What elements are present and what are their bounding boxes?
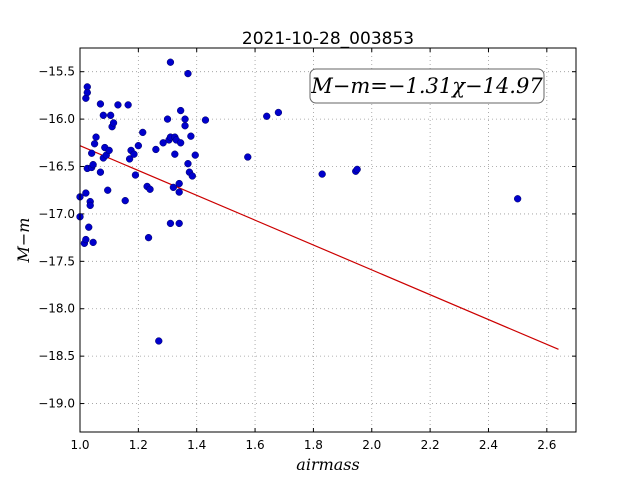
data-point [175,188,183,196]
data-point [318,170,326,178]
annotation-frame [309,68,545,104]
data-point [82,235,90,244]
x-tick-label: 1.8 [304,438,323,452]
data-point [274,108,283,117]
x-tick-label: 2.4 [479,438,498,452]
data-point [177,139,185,147]
tick-labels: 1.0 1.2 1.4 1.6 1.8 2.0 2.2 2.4 2.6 −15.5 −16.0 −16… [38,65,556,452]
data-point [131,171,140,179]
fit-line-group [79,145,559,350]
y-tick-label: −19.0 [38,397,75,411]
data-point [114,101,122,109]
data-point [244,153,252,161]
chart-title: 2021-10-28_003853 [242,29,414,49]
data-point [125,155,134,163]
x-tick-label: 1.2 [129,438,148,452]
data-point [89,160,97,169]
data-point [146,185,154,193]
data-point [121,197,129,205]
data-point [263,112,271,120]
data-point [109,119,118,127]
fit-equation: M−m=−1.31χ−14.97 [310,74,543,98]
data-point [181,115,189,123]
data-point [106,111,115,119]
data-point [130,150,138,158]
x-tick-label: 1.6 [246,438,265,452]
data-point [175,179,183,188]
data-point [169,183,178,192]
data-point [177,106,185,115]
x-tick-label: 2.6 [537,438,556,452]
data-point [139,128,147,137]
plot-frame [79,47,577,433]
x-tick-label: 1.0 [70,438,89,452]
y-tick-label: −17.5 [38,254,75,268]
data-point [90,140,99,148]
x-axis-label: airmass [296,455,359,474]
data-point [166,58,175,66]
y-tick-label: −16.5 [38,160,75,174]
data-point [191,151,199,159]
y-axis-label: M−m [14,218,33,264]
data-point [105,146,113,155]
data-point [159,139,167,147]
data-point [96,168,105,176]
data-point [155,337,163,345]
data-point [85,223,93,231]
data-point [124,101,132,109]
data-point [353,165,361,174]
data-point [184,69,192,78]
data-point [82,189,90,197]
data-point [187,132,195,140]
data-points [76,58,522,345]
grid [79,48,576,432]
data-point [86,201,94,210]
data-point [201,116,210,124]
data-point [96,100,105,108]
data-point [134,142,143,150]
x-tick-label: 2.0 [362,438,381,452]
data-point [152,145,160,154]
x-tick-label: 2.2 [421,438,440,452]
data-point [163,115,172,123]
data-point [104,186,112,194]
data-point [92,133,100,141]
data-point [99,111,107,119]
annotation-box: M−m=−1.31χ−14.97 [309,68,545,104]
data-point [83,88,91,97]
data-point [175,219,183,228]
data-point [144,233,153,242]
y-tick-label: −17.0 [38,207,75,221]
data-point [181,122,189,130]
data-point [188,172,196,180]
y-tick-label: −16.0 [38,112,75,126]
fit-line [79,145,559,350]
data-point [513,195,522,203]
data-point [184,160,192,168]
x-tick-label: 1.4 [187,438,206,452]
data-point [89,238,97,247]
data-point [166,219,175,228]
y-tick-label: −18.5 [38,349,75,363]
y-tick-label: −15.5 [38,65,75,79]
data-point [88,149,96,157]
data-point [171,150,179,158]
y-tick-label: −18.0 [38,302,75,316]
